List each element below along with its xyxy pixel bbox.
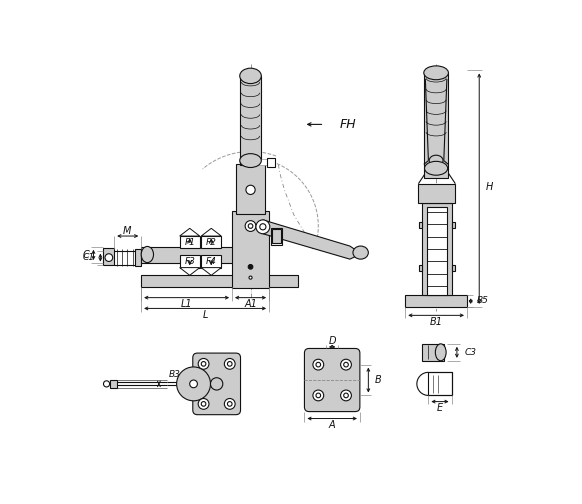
- Ellipse shape: [141, 246, 154, 263]
- Circle shape: [256, 220, 270, 234]
- Circle shape: [246, 185, 255, 195]
- Circle shape: [228, 402, 232, 406]
- Circle shape: [249, 276, 252, 279]
- Text: L1: L1: [181, 299, 193, 309]
- Bar: [180, 236, 200, 248]
- Ellipse shape: [424, 161, 448, 175]
- Bar: [424, 73, 448, 178]
- Polygon shape: [201, 268, 221, 275]
- Bar: [180, 256, 200, 268]
- Circle shape: [340, 359, 352, 370]
- Bar: [240, 159, 250, 165]
- Bar: [240, 76, 261, 164]
- Bar: [232, 211, 269, 288]
- Bar: [141, 275, 297, 287]
- Bar: [452, 222, 455, 228]
- Bar: [201, 256, 221, 268]
- Circle shape: [104, 381, 109, 387]
- Text: B: B: [374, 375, 381, 385]
- Circle shape: [249, 265, 253, 269]
- Text: L: L: [203, 309, 208, 320]
- Bar: [271, 228, 282, 244]
- Circle shape: [344, 362, 348, 367]
- Bar: [109, 380, 118, 388]
- Bar: [419, 265, 423, 271]
- Bar: [419, 222, 423, 228]
- Polygon shape: [263, 220, 361, 259]
- Circle shape: [224, 399, 235, 409]
- Circle shape: [224, 358, 235, 369]
- Bar: [104, 247, 114, 265]
- Bar: [135, 249, 141, 266]
- Bar: [268, 157, 275, 167]
- Circle shape: [198, 399, 209, 409]
- Text: FH: FH: [340, 118, 357, 131]
- Bar: [427, 207, 447, 295]
- Ellipse shape: [435, 344, 446, 361]
- Bar: [418, 183, 455, 203]
- Text: C3: C3: [464, 348, 477, 357]
- Text: D: D: [328, 336, 336, 346]
- Circle shape: [190, 380, 197, 388]
- FancyBboxPatch shape: [304, 348, 360, 412]
- Ellipse shape: [240, 154, 261, 167]
- Circle shape: [201, 361, 206, 366]
- Text: B5: B5: [477, 296, 489, 305]
- Text: H: H: [485, 182, 493, 192]
- Polygon shape: [180, 228, 200, 236]
- Circle shape: [201, 402, 206, 406]
- Circle shape: [313, 390, 324, 401]
- Ellipse shape: [429, 155, 443, 166]
- Text: A1: A1: [244, 299, 257, 309]
- Circle shape: [198, 358, 209, 369]
- Circle shape: [313, 359, 324, 370]
- Circle shape: [316, 362, 321, 367]
- Bar: [405, 295, 467, 307]
- Polygon shape: [180, 268, 200, 275]
- Text: F2: F2: [206, 238, 217, 246]
- Text: C1: C1: [83, 253, 95, 262]
- Circle shape: [316, 393, 321, 398]
- Circle shape: [228, 361, 232, 366]
- Bar: [272, 229, 281, 243]
- Bar: [423, 203, 452, 295]
- FancyBboxPatch shape: [193, 353, 240, 415]
- Circle shape: [211, 377, 223, 390]
- Ellipse shape: [240, 68, 261, 84]
- Text: E: E: [437, 403, 443, 413]
- Text: M: M: [123, 226, 132, 236]
- Bar: [236, 164, 265, 215]
- Circle shape: [340, 390, 352, 401]
- Circle shape: [176, 367, 211, 401]
- Polygon shape: [201, 228, 221, 236]
- Text: F3: F3: [184, 257, 195, 266]
- Text: C: C: [83, 249, 90, 260]
- Ellipse shape: [424, 66, 448, 80]
- Text: F4: F4: [206, 257, 217, 266]
- Circle shape: [344, 393, 348, 398]
- Text: B1: B1: [430, 317, 442, 327]
- Bar: [250, 159, 268, 165]
- Text: F1: F1: [184, 238, 195, 246]
- Circle shape: [245, 221, 256, 231]
- Text: A: A: [329, 420, 335, 430]
- Bar: [423, 344, 444, 361]
- Bar: [428, 372, 452, 396]
- Bar: [141, 247, 240, 263]
- Bar: [452, 265, 455, 271]
- Text: B3: B3: [169, 370, 181, 379]
- Circle shape: [105, 254, 113, 262]
- Circle shape: [260, 224, 266, 230]
- Ellipse shape: [353, 246, 368, 259]
- Circle shape: [249, 224, 253, 228]
- Bar: [201, 236, 221, 248]
